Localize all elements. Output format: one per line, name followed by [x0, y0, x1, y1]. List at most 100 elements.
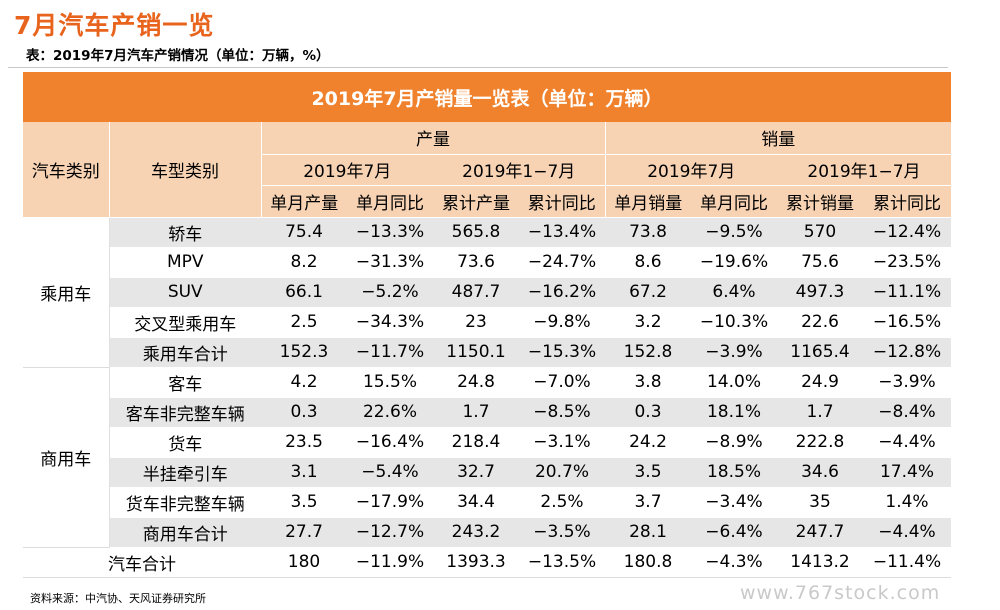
sales-ytd-cell: 1.7 [777, 397, 863, 428]
sales-ytd-yoy-cell: −12.8% [863, 337, 951, 368]
prod-month-yoy-cell: −5.4% [347, 457, 433, 488]
total-row: 汽车合计 180 −11.9% 1393.3 −13.5% 180.8 −4.3… [23, 547, 951, 578]
sales-ytd-yoy-cell: −16.5% [863, 307, 951, 338]
prod-month-cell: 4.2 [261, 367, 347, 398]
header-prod-ytd: 累计产量 [433, 185, 519, 218]
prod-ytd-yoy-cell: −13.4% [519, 217, 605, 248]
sales-month-yoy-cell: −3.4% [691, 487, 777, 518]
sales-ytd-yoy-cell: −23.5% [863, 247, 951, 278]
model-name: 乘用车合计 [109, 337, 261, 368]
sales-month-yoy-cell: −6.4% [691, 517, 777, 548]
prod-ytd-cell: 73.6 [433, 247, 519, 278]
prod-ytd-cell: 243.2 [433, 517, 519, 548]
page-title: 7月汽车产销一览 [14, 11, 215, 40]
prod-month-yoy-cell: −11.7% [347, 337, 433, 368]
prod-ytd-yoy-cell: −8.5% [519, 397, 605, 428]
table-row: 半挂牵引车 3.1 −5.4% 32.7 20.7% 3.5 18.5% 34.… [23, 457, 951, 488]
sales-month-yoy-cell: 18.1% [691, 397, 777, 428]
prod-month-yoy-cell: −17.9% [347, 487, 433, 518]
category-passenger: 乘用车 [23, 217, 110, 368]
prod-month-yoy-cell: −11.9% [347, 547, 433, 578]
prod-ytd-cell: 32.7 [433, 457, 519, 488]
prod-ytd-cell: 487.7 [433, 277, 519, 308]
total-label: 汽车合计 [23, 547, 261, 578]
header-sales-period-ytd: 2019年1−7月 [777, 154, 951, 186]
sales-month-cell: 67.2 [605, 277, 691, 308]
sales-month-yoy-cell: −10.3% [691, 307, 777, 338]
prod-month-cell: 3.5 [261, 487, 347, 518]
model-name: 商用车合计 [109, 517, 261, 548]
prod-month-yoy-cell: −34.3% [347, 307, 433, 338]
category-commercial: 商用车 [23, 367, 110, 548]
sales-month-cell: 3.7 [605, 487, 691, 518]
table-row: 乘用车 轿车 75.4 −13.3% 565.8 −13.4% 73.8 −9.… [23, 217, 951, 368]
prod-ytd-cell: 24.8 [433, 367, 519, 398]
sales-month-cell: 3.5 [605, 457, 691, 488]
sales-month-yoy-cell: 6.4% [691, 277, 777, 308]
sales-month-yoy-cell: 14.0% [691, 367, 777, 398]
sales-month-yoy-cell: −4.3% [691, 547, 777, 578]
sales-month-cell: 73.8 [605, 217, 691, 248]
table-banner: 2019年7月产销量一览表（单位：万辆） [23, 72, 951, 122]
header-sales-month: 单月销量 [604, 185, 691, 218]
sales-month-cell: 0.3 [605, 397, 691, 428]
table-row: 货车非完整车辆 3.5 −17.9% 34.4 2.5% 3.7 −3.4% 3… [23, 487, 951, 518]
header-sales-ytd: 累计销量 [777, 185, 863, 218]
sales-ytd-cell: 570 [777, 217, 863, 248]
prod-ytd-cell: 34.4 [433, 487, 519, 518]
sales-month-yoy-cell: −8.9% [691, 427, 777, 458]
header-model-type: 车型类别 [109, 122, 262, 218]
prod-month-cell: 3.1 [261, 457, 347, 488]
prod-ytd-cell: 218.4 [433, 427, 519, 458]
sales-ytd-cell: 35 [777, 487, 863, 518]
sales-month-cell: 152.8 [605, 337, 691, 368]
sales-month-cell: 8.6 [605, 247, 691, 278]
header-prod-ytd-yoy: 累计同比 [519, 185, 605, 218]
prod-month-yoy-cell: 22.6% [347, 397, 433, 428]
table-row: 乘用车合计 152.3 −11.7% 1150.1 −15.3% 152.8 −… [23, 337, 951, 368]
sales-ytd-yoy-cell: −11.1% [863, 277, 951, 308]
sales-ytd-yoy-cell: −12.4% [863, 217, 951, 248]
model-name: SUV [109, 277, 261, 308]
header-production: 产量 [260, 122, 605, 155]
header-prod-month-yoy: 单月同比 [347, 185, 433, 218]
prod-month-cell: 8.2 [261, 247, 347, 278]
model-name: 半挂牵引车 [109, 457, 261, 488]
sales-ytd-cell: 247.7 [777, 517, 863, 548]
header-prod-month: 单月产量 [260, 185, 347, 218]
prod-month-cell: 23.5 [261, 427, 347, 458]
table-row: MPV 8.2 −31.3% 73.6 −24.7% 8.6 −19.6% 75… [23, 247, 951, 278]
sales-month-yoy-cell: −3.9% [691, 337, 777, 368]
prod-ytd-yoy-cell: −3.5% [519, 517, 605, 548]
model-name: 客车 [109, 367, 261, 398]
prod-month-yoy-cell: −12.7% [347, 517, 433, 548]
production-sales-table: 汽车类别 车型类别 产量 销量 2019年7月 2019年1−7月 2019年7… [23, 122, 951, 578]
prod-month-yoy-cell: −13.3% [347, 217, 433, 248]
table-row: 商用车 客车 4.2 15.5% 24.8 −7.0% 3.8 14.0% 24… [23, 367, 951, 548]
header-sales-month-yoy: 单月同比 [691, 185, 777, 218]
sales-ytd-cell: 75.6 [777, 247, 863, 278]
table-row: 货车 23.5 −16.4% 218.4 −3.1% 24.2 −8.9% 22… [23, 427, 951, 458]
table-row: 商用车合计 27.7 −12.7% 243.2 −3.5% 28.1 −6.4%… [23, 517, 951, 548]
sales-ytd-cell: 24.9 [777, 367, 863, 398]
prod-ytd-yoy-cell: −13.5% [519, 547, 605, 578]
sales-month-cell: 28.1 [605, 517, 691, 548]
prod-month-cell: 0.3 [261, 397, 347, 428]
sales-ytd-cell: 497.3 [777, 277, 863, 308]
table-row: 客车非完整车辆 0.3 22.6% 1.7 −8.5% 0.3 18.1% 1.… [23, 397, 951, 428]
prod-ytd-yoy-cell: −9.8% [519, 307, 605, 338]
prod-ytd-yoy-cell: −16.2% [519, 277, 605, 308]
header-vehicle-category: 汽车类别 [23, 122, 110, 218]
prod-month-cell: 180 [261, 547, 347, 578]
model-name: 轿车 [109, 217, 261, 248]
sales-ytd-yoy-cell: −4.4% [863, 517, 951, 548]
sales-month-yoy-cell: −9.5% [691, 217, 777, 248]
prod-month-yoy-cell: −5.2% [347, 277, 433, 308]
prod-month-cell: 2.5 [261, 307, 347, 338]
sales-ytd-yoy-cell: 1.4% [863, 487, 951, 518]
sales-ytd-cell: 1165.4 [777, 337, 863, 368]
sales-ytd-cell: 22.6 [777, 307, 863, 338]
prod-ytd-yoy-cell: −7.0% [519, 367, 605, 398]
sales-ytd-cell: 1413.2 [777, 547, 863, 578]
sales-month-yoy-cell: 18.5% [691, 457, 777, 488]
